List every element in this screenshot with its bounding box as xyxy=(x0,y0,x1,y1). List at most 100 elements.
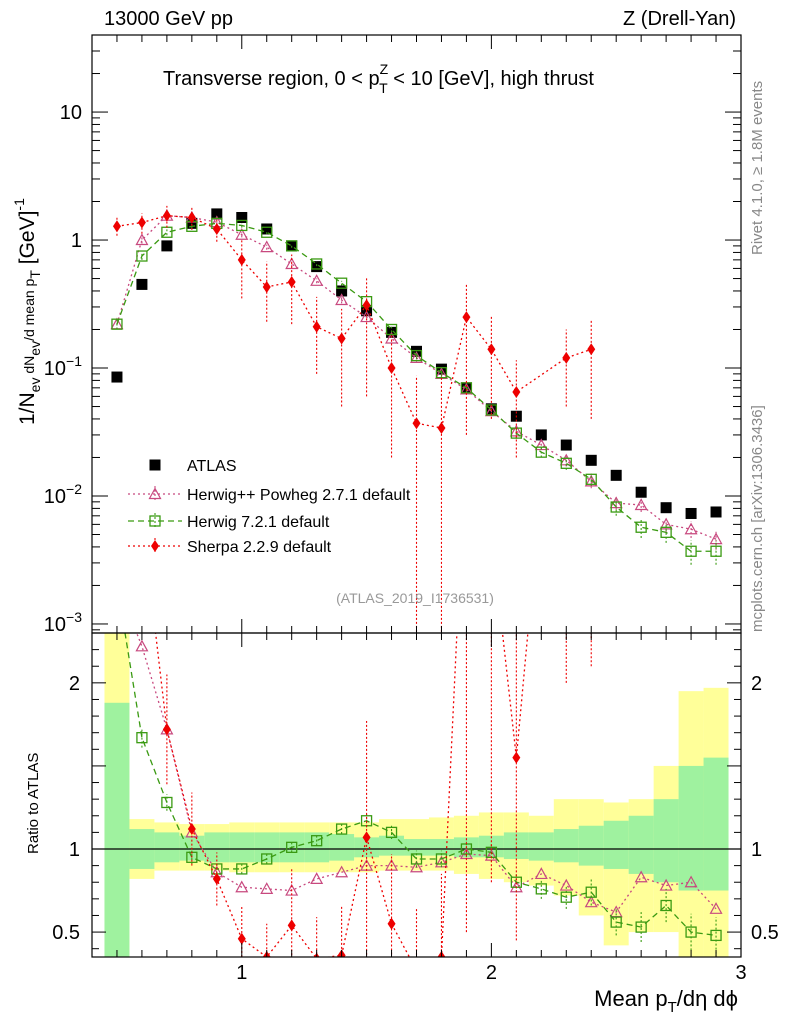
main-herwig7-point xyxy=(410,349,423,362)
ratio-herwig7-point xyxy=(660,899,672,912)
main-atlas-point xyxy=(535,429,547,441)
main-herwigpp-point xyxy=(285,257,299,270)
main-atlas-point xyxy=(161,240,173,252)
ratio-herwig7-point xyxy=(311,835,323,847)
main-sherpa-point xyxy=(412,417,421,430)
main-herwig7-point xyxy=(660,526,672,538)
main-herwigpp-point xyxy=(385,331,399,344)
ratio-herwigpp-point xyxy=(111,578,122,588)
ratio-y-tick-label-right: 1 xyxy=(751,839,762,861)
main-herwig7-point xyxy=(111,318,123,330)
main-atlas-point xyxy=(336,285,348,297)
band-inner-20 xyxy=(603,820,629,869)
x-tick-label: 3 xyxy=(735,962,746,984)
x-tick-label: 1 xyxy=(236,962,247,984)
main-atlas-point xyxy=(660,502,672,514)
main-sherpa-point xyxy=(487,343,496,356)
main-sherpa-point xyxy=(587,343,596,356)
x-tick-label: 2 xyxy=(486,962,497,984)
legend-label: ATLAS xyxy=(187,458,237,475)
ratio-herwig7-point xyxy=(435,853,448,865)
ratio-herwigpp-point xyxy=(409,860,424,873)
main-herwigpp-point xyxy=(484,404,498,417)
main-series xyxy=(110,205,723,633)
band-inner-9 xyxy=(329,834,355,861)
ratio-y-tick-label-left: 2 xyxy=(69,673,80,695)
y-tick-label: 10−3 xyxy=(44,609,82,636)
band-inner-5 xyxy=(229,832,255,863)
band-inner-11 xyxy=(379,835,405,856)
main-herwigpp-point xyxy=(235,227,249,240)
ratio-sherpa-point xyxy=(413,964,421,976)
main-sherpa-point xyxy=(237,253,246,266)
band-inner-21 xyxy=(628,815,654,874)
ratio-series xyxy=(92,212,741,976)
main-herwig7-point xyxy=(585,473,597,485)
ratio-herwig7-point xyxy=(560,891,572,903)
ratio-herwigpp-point xyxy=(235,880,249,893)
main-herwig7-point xyxy=(635,521,647,533)
ratio-sherpa-point xyxy=(362,831,371,844)
ratio-herwigpp-point xyxy=(135,639,149,652)
main-sherpa-point xyxy=(512,385,521,398)
ratio-sherpa-point xyxy=(212,872,221,885)
main-atlas-point xyxy=(485,403,497,415)
ratio-herwigpp-point xyxy=(335,865,349,878)
chart-text: 1 2 3 10−3 10−2 10−1 1 10 0.5 0.5 1 1 2 2 Transverse r… xyxy=(11,61,779,1016)
band-inner-17 xyxy=(528,832,554,861)
main-sherpa-point xyxy=(162,209,171,222)
ratio-y-tick-label-left: 0.5 xyxy=(52,922,80,944)
y-tick-label: 10−2 xyxy=(44,481,82,508)
main-sherpa-point xyxy=(312,320,321,333)
ratio-y-label: Ratio to ATLAS xyxy=(25,753,42,854)
y-tick-label: 10 xyxy=(60,102,82,124)
main-sherpa-point xyxy=(387,362,396,375)
main-atlas-point xyxy=(610,469,622,481)
ratio-herwig7-point xyxy=(161,796,173,809)
main-herwig7-point xyxy=(685,545,697,557)
main-sherpa-point xyxy=(137,216,146,229)
ratio-herwig7-point xyxy=(710,929,722,942)
main-atlas-point xyxy=(311,261,323,273)
ratio-sherpa-point xyxy=(387,917,396,930)
ratio-herwig7-point xyxy=(535,883,547,895)
main-sherpa-point xyxy=(337,332,346,345)
ratio-sherpa-point xyxy=(487,527,495,539)
ratio-sherpa-point xyxy=(287,919,296,932)
main-sherpa-point xyxy=(437,421,446,434)
main-sherpa-point xyxy=(212,222,221,235)
band-inner-23 xyxy=(678,765,704,891)
ratio-herwig7-point xyxy=(610,916,622,928)
main-herwigpp-point xyxy=(684,522,698,535)
band-inner-24 xyxy=(703,757,729,891)
ratio-herwigpp-point xyxy=(684,875,698,888)
ratio-y-tick-label-right: 0.5 xyxy=(751,922,779,944)
ratio-herwigpp-point xyxy=(584,895,598,908)
band-inner-2 xyxy=(154,832,180,863)
main-sherpa-point xyxy=(562,351,571,364)
ratio-herwigpp-point xyxy=(534,867,548,880)
main-atlas-point xyxy=(136,278,148,290)
main-atlas-point xyxy=(585,454,597,466)
main-atlas-point xyxy=(685,507,697,519)
main-herwigpp-point xyxy=(310,274,324,286)
ratio-herwigpp-point xyxy=(559,878,573,891)
ratio-herwigpp-point xyxy=(310,872,324,885)
main-herwigpp-point xyxy=(360,310,374,323)
ratio-sherpa-point xyxy=(562,212,570,224)
legend-label: Herwig 7.2.1 default xyxy=(187,514,330,531)
ratio-y-tick-label-left: 1 xyxy=(69,839,80,861)
ratio-sherpa-point xyxy=(187,823,196,836)
y-tick-label: 10−1 xyxy=(44,353,82,380)
main-herwigpp-point xyxy=(260,240,274,253)
ratio-herwig7-point xyxy=(635,921,647,933)
legend-marker xyxy=(151,540,159,552)
ratio-sherpa-point xyxy=(237,932,246,945)
main-herwig7-line xyxy=(116,222,717,552)
band-inner-22 xyxy=(653,799,679,883)
main-atlas-point xyxy=(560,439,572,451)
main-herwig7-point xyxy=(286,240,298,252)
ratio-herwig7-point xyxy=(136,732,148,744)
main-herwig7-point xyxy=(136,250,148,262)
